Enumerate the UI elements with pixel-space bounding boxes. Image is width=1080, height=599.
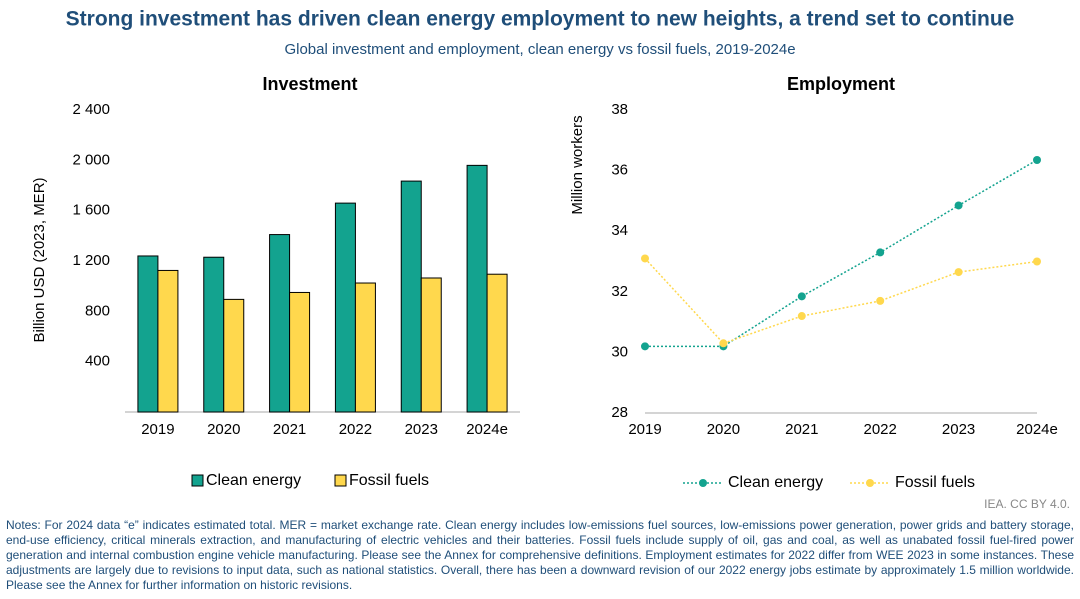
y-axis-label: Billion USD (2023, MER) bbox=[31, 177, 48, 342]
point bbox=[1033, 155, 1041, 164]
legend-label: Clean energy bbox=[728, 474, 823, 491]
bar bbox=[354, 282, 376, 413]
x-tick-label: 2024e bbox=[466, 421, 508, 438]
point bbox=[797, 312, 806, 321]
bar bbox=[203, 256, 225, 413]
y-tick-label: 32 bbox=[611, 283, 628, 300]
y-tick-label: 800 bbox=[85, 302, 110, 319]
x-tick-label: 2020 bbox=[207, 421, 240, 438]
y-tick-label: 30 bbox=[611, 343, 628, 360]
bar bbox=[223, 298, 245, 413]
x-tick-label: 2021 bbox=[273, 421, 306, 438]
legend-swatch bbox=[191, 474, 204, 487]
notes: Notes: For 2024 data “e” indicates estim… bbox=[6, 518, 1074, 592]
bar bbox=[420, 277, 442, 413]
point bbox=[954, 201, 963, 210]
y-tick-label: 1 200 bbox=[72, 252, 110, 269]
chart-title: Employment bbox=[787, 74, 895, 94]
line bbox=[644, 257, 1038, 345]
x-tick-label: 2023 bbox=[405, 421, 438, 438]
y-axis-label: Million workers bbox=[569, 115, 586, 214]
legend-label: Clean energy bbox=[206, 472, 301, 489]
point bbox=[641, 254, 649, 263]
x-tick-label: 2024e bbox=[1016, 421, 1058, 438]
legend-swatch bbox=[334, 474, 347, 487]
y-tick-label: 400 bbox=[85, 353, 110, 370]
bar bbox=[400, 180, 422, 413]
line bbox=[645, 159, 1038, 348]
credit: IEA. CC BY 4.0. bbox=[984, 497, 1070, 511]
point bbox=[1033, 257, 1041, 266]
x-tick-label: 2019 bbox=[141, 421, 174, 438]
y-tick-label: 2 400 bbox=[72, 101, 110, 118]
x-tick-label: 2022 bbox=[339, 421, 372, 438]
bar bbox=[157, 269, 179, 413]
chart-title: Investment bbox=[262, 74, 357, 94]
legend-label: Fossil fuels bbox=[349, 472, 429, 489]
y-tick-label: 1 600 bbox=[72, 202, 110, 219]
bar bbox=[269, 234, 291, 413]
point bbox=[719, 339, 728, 348]
y-tick-label: 2 000 bbox=[72, 151, 110, 168]
y-tick-label: 38 bbox=[611, 101, 628, 118]
bar bbox=[289, 291, 311, 413]
page-title: Strong investment has driven clean energ… bbox=[66, 8, 1015, 31]
point bbox=[641, 342, 649, 351]
bar bbox=[334, 202, 356, 413]
page-subtitle: Global investment and employment, clean … bbox=[284, 41, 795, 58]
x-tick-label: 2022 bbox=[864, 421, 897, 438]
legend-label: Fossil fuels bbox=[895, 474, 975, 491]
x-tick-label: 2020 bbox=[707, 421, 740, 438]
point bbox=[954, 268, 963, 277]
legend-marker bbox=[866, 479, 874, 487]
y-tick-label: 34 bbox=[611, 222, 628, 239]
bar bbox=[137, 255, 159, 413]
point bbox=[797, 292, 806, 301]
point bbox=[876, 248, 885, 257]
y-tick-label: 28 bbox=[611, 404, 628, 421]
bar bbox=[486, 273, 508, 413]
x-tick-label: 2023 bbox=[942, 421, 975, 438]
point bbox=[876, 296, 885, 305]
x-tick-label: 2019 bbox=[628, 421, 661, 438]
x-tick-label: 2021 bbox=[785, 421, 818, 438]
bar bbox=[466, 164, 488, 413]
legend-marker bbox=[699, 479, 707, 487]
y-tick-label: 36 bbox=[611, 162, 628, 179]
